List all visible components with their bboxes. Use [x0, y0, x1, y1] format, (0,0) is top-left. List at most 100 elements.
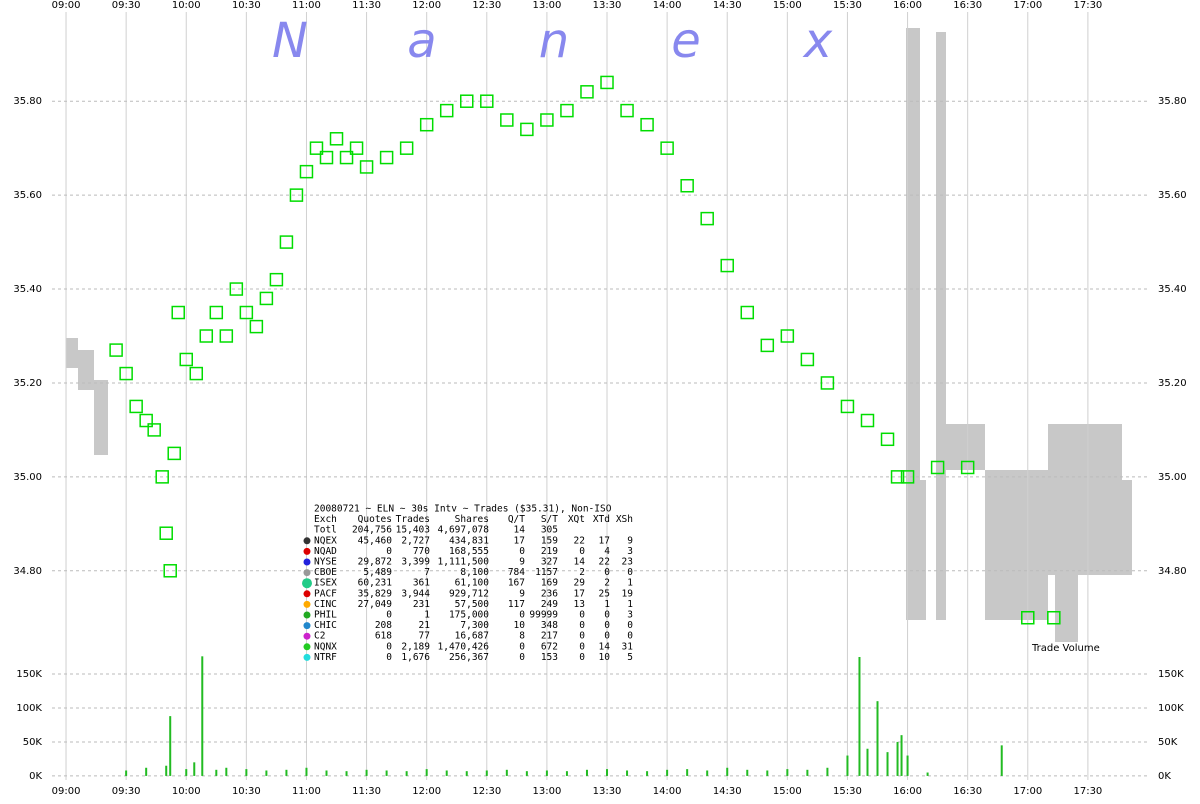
table-cell: 4,697,078 [438, 525, 490, 536]
x-tick-label: 15:30 [833, 786, 862, 797]
trade-marker [199, 329, 214, 343]
table-cell: 208 [375, 620, 392, 631]
table-cell: ISEX [314, 578, 337, 589]
table-cell: 61,100 [455, 578, 490, 589]
volume-bar [826, 767, 829, 776]
table-cell: 15,403 [396, 525, 430, 536]
volume-bar [926, 772, 929, 776]
table-cell: 434,831 [449, 535, 489, 546]
volume-bar [900, 735, 903, 776]
x-tick-label: 10:00 [172, 0, 201, 11]
table-cell: 3,399 [401, 557, 430, 568]
trade-marker [219, 329, 234, 343]
table-cell: 175,000 [449, 610, 489, 621]
legend-marker [303, 537, 311, 545]
trade-marker [930, 460, 945, 475]
x-tick-label: 14:00 [653, 786, 682, 797]
table-cell: 770 [413, 546, 430, 557]
table-cell: 0 [627, 631, 633, 642]
table-cell: 204,756 [352, 525, 392, 536]
table-cell: 1 [424, 610, 430, 621]
y-tick-label: 35.60 [1158, 190, 1187, 201]
volume-bar [169, 716, 172, 776]
y-tick-label: 100K [16, 703, 42, 714]
table-cell: 3 [627, 546, 633, 557]
trade-marker [119, 366, 133, 381]
y-tick-label: 35.60 [13, 190, 42, 201]
volume-bar [876, 701, 879, 776]
x-tick-label: 10:30 [232, 786, 261, 797]
trade-marker [820, 376, 835, 390]
table-cell: C2 [314, 631, 325, 642]
volume-bar [1000, 745, 1003, 776]
trade-marker [560, 103, 574, 118]
trade-marker [419, 117, 434, 132]
volume-bar [485, 770, 488, 776]
volume-bar [565, 771, 568, 776]
table-header: Exch [314, 514, 337, 525]
trade-marker [960, 460, 975, 475]
legend-marker [303, 547, 311, 555]
y-tick-label: 150K [1158, 669, 1184, 680]
trade-marker [680, 178, 694, 193]
trade-marker [439, 103, 454, 118]
table-cell: Totl [314, 525, 337, 536]
trade-marker [359, 160, 374, 174]
table-cell: 672 [541, 641, 558, 652]
trade-marker [139, 413, 153, 428]
volume-bar [505, 769, 508, 776]
volume-bar [245, 769, 248, 776]
volume-bar [525, 771, 528, 776]
trade-marker [163, 564, 177, 578]
trade-marker [329, 132, 344, 146]
table-cell: 3 [627, 610, 633, 621]
volume-profile [66, 28, 1132, 642]
table-cell: 231 [413, 599, 430, 610]
x-tick-label: 14:30 [713, 786, 742, 797]
table-cell: 0 [386, 610, 392, 621]
volume-bar [858, 656, 861, 776]
table-cell: 19 [622, 588, 634, 599]
x-tick-label: 13:00 [532, 786, 561, 797]
table-cell: 99999 [529, 610, 558, 621]
table-cell: NTRF [314, 652, 337, 663]
table-cell: 10 [514, 620, 526, 631]
y-tick-label: 150K [16, 669, 42, 680]
volume-bar [325, 770, 328, 776]
table-cell: 29,872 [358, 557, 392, 568]
y-tick-label: 35.20 [1158, 378, 1187, 389]
volume-bar [285, 769, 288, 776]
table-cell: 14 [514, 525, 526, 536]
volume-bar [906, 755, 909, 776]
volume-bar [465, 771, 468, 776]
table-cell: 348 [541, 620, 558, 631]
trade-marker [760, 338, 775, 353]
table-cell: 169 [541, 578, 558, 589]
table-cell: 153 [541, 652, 558, 663]
x-tick-label: 16:00 [893, 786, 922, 797]
legend-marker [303, 611, 311, 619]
trade-marker [379, 150, 394, 165]
table-cell: 3,944 [401, 588, 430, 599]
legend-marker [303, 622, 311, 630]
table-cell: 4 [604, 546, 610, 557]
table-cell: NQAD [314, 546, 337, 557]
trade-marker [269, 272, 284, 287]
x-tick-label: 12:00 [412, 0, 441, 11]
x-tick-label: 09:30 [112, 786, 141, 797]
watermark-letter: x [802, 13, 833, 69]
trade-marker [660, 141, 674, 155]
legend-marker [303, 643, 311, 651]
volume-bar [726, 767, 729, 776]
x-tick-label: 10:00 [172, 786, 201, 797]
table-cell: 929,712 [449, 588, 489, 599]
table-cell: 217 [541, 631, 558, 642]
x-tick-label: 15:30 [833, 0, 862, 11]
x-tick-label: 12:00 [412, 786, 441, 797]
table-header: Q/T [508, 514, 525, 525]
table-cell: 0 [604, 620, 610, 631]
volume-bar [626, 770, 629, 776]
table-header: XSh [616, 514, 633, 525]
table-cell: 7 [424, 567, 430, 578]
